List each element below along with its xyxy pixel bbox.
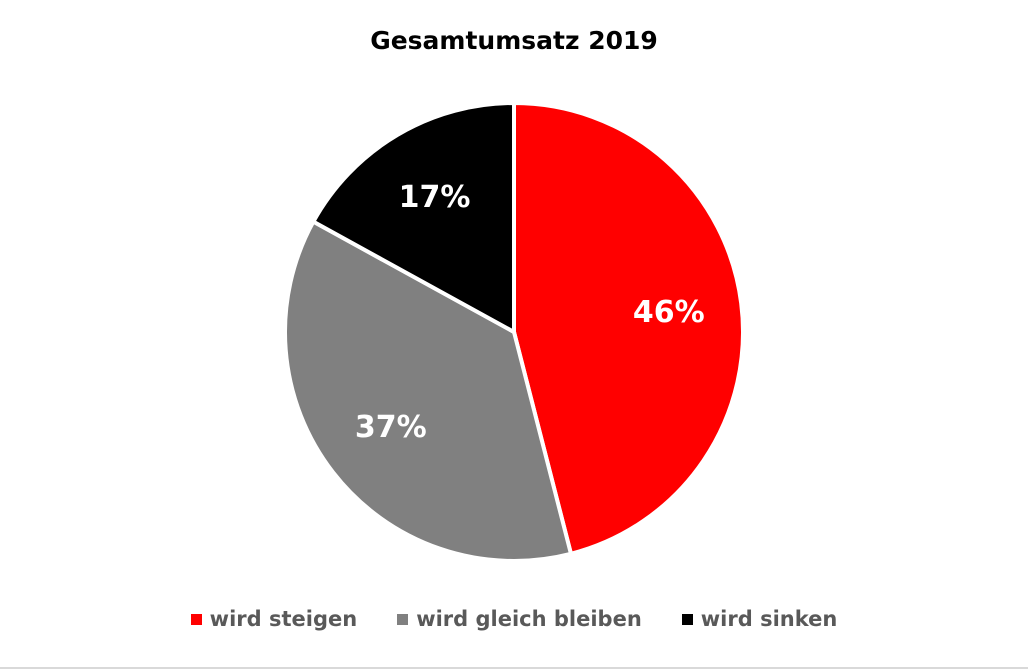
legend-item-wird-gleich-bleiben: wird gleich bleiben [397,607,642,631]
legend-item-wird-steigen: wird steigen [190,607,358,631]
legend-label: wird sinken [700,607,838,631]
chart-title: Gesamtumsatz 2019 [370,26,658,55]
pie-slice-wird-sinken [311,101,516,334]
legend-item-wird-sinken: wird sinken [681,607,838,631]
data-label: 37% [355,410,427,445]
legend-label: wird gleich bleiben [416,607,642,631]
data-label: 46% [633,295,705,330]
legend-swatch [397,613,409,625]
legend-swatch [681,613,693,625]
chart-legend: wird steigen wird gleich bleiben wird si… [0,607,1028,631]
data-label: 17% [399,180,471,215]
pie-slice-wird-gleich-bleiben [283,219,573,563]
pie-slice-wird-steigen [512,101,745,556]
legend-label: wird steigen [209,607,358,631]
legend-swatch [190,613,202,625]
